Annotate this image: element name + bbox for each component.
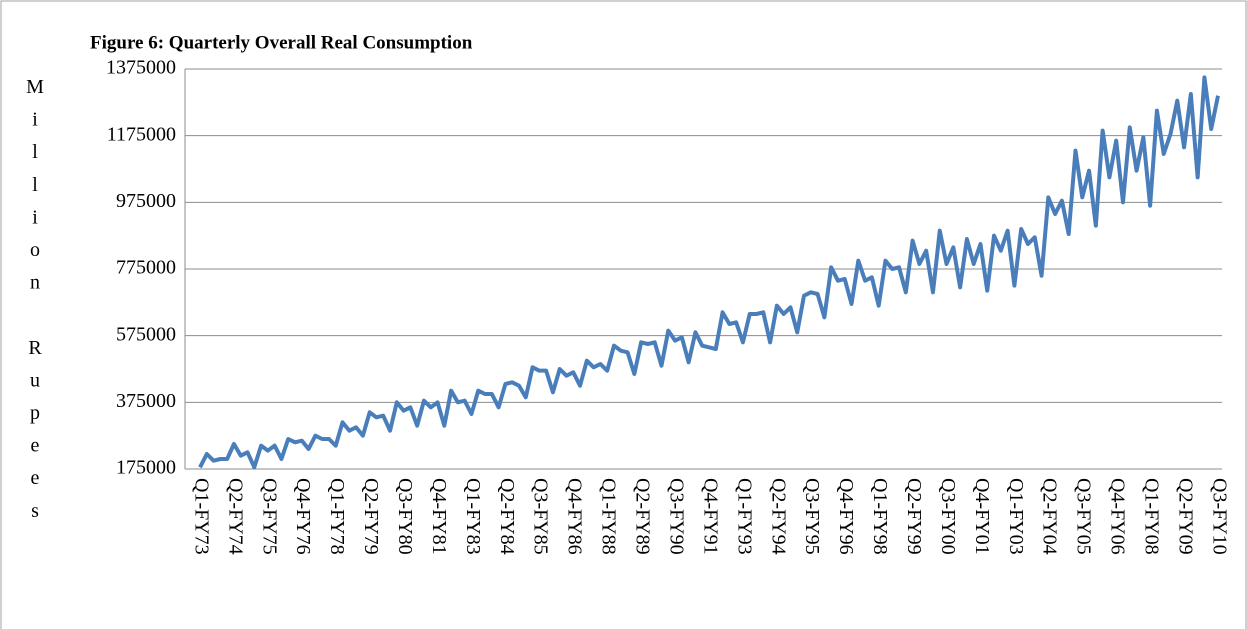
- x-tick-label: Q2-FY84: [496, 478, 518, 555]
- x-tick-label: Q4-FY96: [835, 478, 857, 555]
- y-tick-label: 175000: [116, 457, 176, 479]
- x-tick-label: Q4-FY01: [971, 478, 993, 555]
- x-tick-label: Q3-FY80: [394, 478, 416, 555]
- x-tick-label: Q1-FY78: [326, 478, 348, 555]
- x-tick-label: Q1-FY98: [869, 478, 891, 555]
- data-line: [198, 75, 1220, 470]
- y-tick-label: 375000: [116, 390, 176, 412]
- x-tick-label: Q1-FY83: [462, 478, 484, 555]
- chart-title: Figure 6: Quarterly Overall Real Consump…: [90, 32, 473, 53]
- x-tick-label: Q1-FY08: [1141, 478, 1163, 555]
- x-tick-label: Q4-FY86: [564, 478, 586, 555]
- x-tick-label: Q1-FY88: [598, 478, 620, 555]
- x-tick-label: Q3-FY10: [1208, 478, 1230, 555]
- x-tick-label: Q2-FY04: [1039, 478, 1061, 555]
- x-tick-label: Q2-FY94: [767, 478, 789, 555]
- y-tick-label: 1375000: [106, 57, 176, 79]
- x-tick-label: Q2-FY74: [224, 478, 246, 555]
- x-tick-label: Q2-FY79: [360, 478, 382, 555]
- x-tick-label: Q3-FY85: [530, 478, 552, 555]
- x-tick-label: Q2-FY09: [1174, 478, 1196, 555]
- x-tick-label: Q3-FY05: [1073, 478, 1095, 555]
- x-tick-label: Q2-FY99: [903, 478, 925, 555]
- x-tick-label: Q1-FY93: [733, 478, 755, 555]
- x-tick-label: Q1-FY03: [1005, 478, 1027, 555]
- x-tick-label: Q4-FY91: [699, 478, 721, 555]
- x-tick-label: Q3-FY75: [258, 478, 280, 555]
- y-tick-label: 1175000: [107, 123, 176, 145]
- y-tick-label: 575000: [116, 323, 176, 345]
- y-tick-label: 975000: [116, 190, 176, 212]
- x-tick-label: Q2-FY89: [632, 478, 654, 555]
- x-tick-label: Q3-FY00: [937, 478, 959, 555]
- x-tick-label: Q4-FY76: [292, 478, 314, 555]
- x-tick-label: Q4-FY81: [428, 478, 450, 555]
- x-tick-label: Q3-FY90: [665, 478, 687, 555]
- x-tick-label: Q4-FY06: [1107, 478, 1129, 555]
- x-tick-label: Q3-FY95: [801, 478, 823, 555]
- x-tick-label: Q1-FY73: [190, 478, 212, 555]
- y-tick-label: 775000: [116, 257, 176, 279]
